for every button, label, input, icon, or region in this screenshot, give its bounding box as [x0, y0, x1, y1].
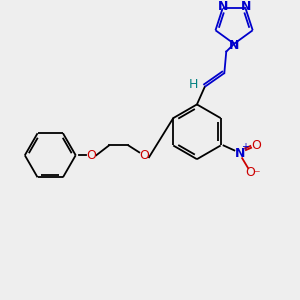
Text: O: O: [86, 149, 96, 162]
Text: O: O: [245, 167, 255, 179]
Text: N: N: [240, 0, 251, 13]
Text: H: H: [188, 78, 198, 92]
Text: +: +: [241, 142, 249, 152]
Text: N: N: [229, 39, 239, 52]
Text: O: O: [139, 149, 149, 162]
Text: N: N: [235, 147, 245, 160]
Text: N: N: [218, 0, 228, 13]
Text: ⁻: ⁻: [254, 168, 260, 181]
Text: O: O: [251, 139, 261, 152]
